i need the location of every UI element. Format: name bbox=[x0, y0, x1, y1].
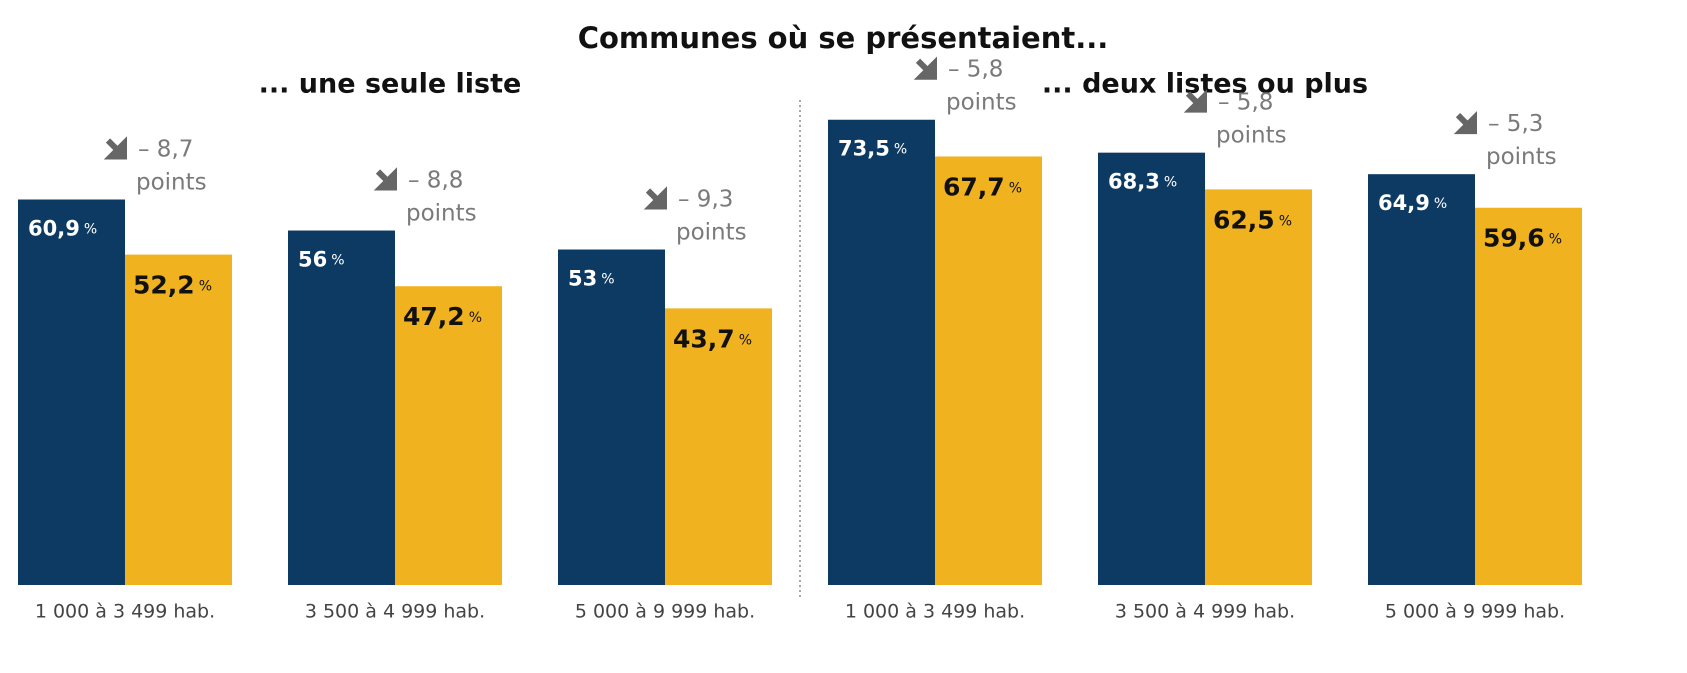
annotation: – 5,3 points bbox=[1486, 111, 1557, 170]
data-label: 47,2% bbox=[403, 302, 482, 331]
bar bbox=[125, 254, 232, 585]
arrow-icon bbox=[1453, 110, 1477, 135]
arrow-icon bbox=[103, 136, 127, 160]
bar bbox=[1098, 152, 1205, 585]
data-label: 67,7% bbox=[943, 172, 1022, 201]
arrow-icon bbox=[643, 186, 667, 210]
bar bbox=[1368, 174, 1475, 586]
data-label: 64,9% bbox=[1378, 191, 1447, 215]
bar bbox=[665, 308, 772, 585]
panel-title: ... une seule liste bbox=[259, 69, 522, 100]
bar bbox=[935, 156, 1042, 586]
annotation: – 5,8 points bbox=[946, 56, 1017, 115]
x-tick-label: 1 000 à 3 499 hab. bbox=[35, 601, 215, 623]
x-tick-label: 3 500 à 4 999 hab. bbox=[305, 601, 485, 623]
bar bbox=[395, 286, 502, 585]
arrow-icon bbox=[913, 56, 937, 80]
x-tick-label: 1 000 à 3 499 hab. bbox=[845, 601, 1025, 623]
bar bbox=[828, 119, 935, 586]
data-label: 53% bbox=[568, 267, 615, 291]
x-tick-label: 5 000 à 9 999 hab. bbox=[1385, 601, 1565, 623]
data-label: 60,9% bbox=[28, 217, 97, 241]
arrow-icon bbox=[373, 167, 397, 191]
bar bbox=[288, 230, 395, 585]
arrow-icon bbox=[1183, 89, 1207, 113]
x-tick-label: 5 000 à 9 999 hab. bbox=[575, 601, 755, 623]
annotation: – 9,3 points bbox=[676, 186, 747, 245]
annotation: – 8,8 points bbox=[406, 167, 477, 226]
data-label: 62,5% bbox=[1213, 205, 1292, 234]
data-label: 56% bbox=[298, 248, 345, 272]
bar bbox=[18, 199, 125, 586]
annotation: – 8,7 points bbox=[136, 136, 207, 195]
bar bbox=[1205, 189, 1312, 585]
data-label: 73,5% bbox=[838, 137, 907, 161]
data-label: 59,6% bbox=[1483, 224, 1562, 253]
annotation: – 5,8 points bbox=[1216, 89, 1287, 148]
bar bbox=[558, 249, 665, 585]
data-label: 68,3% bbox=[1108, 170, 1177, 194]
x-tick-label: 3 500 à 4 999 hab. bbox=[1115, 601, 1295, 623]
bar bbox=[1475, 207, 1582, 585]
chart-title: Communes où se présentaient... bbox=[578, 21, 1109, 55]
data-label: 43,7% bbox=[673, 324, 752, 353]
data-label: 52,2% bbox=[133, 271, 212, 300]
